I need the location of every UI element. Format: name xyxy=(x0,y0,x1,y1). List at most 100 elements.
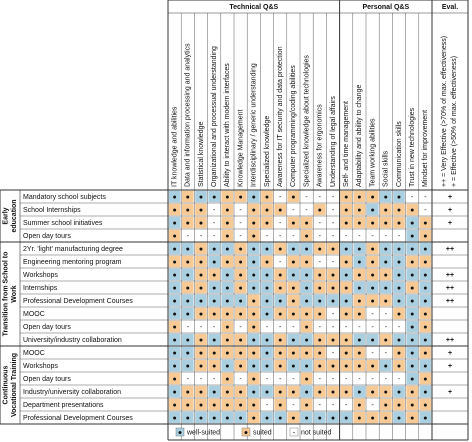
cell-symbol: ● xyxy=(252,272,256,279)
cell-symbol: ● xyxy=(410,207,414,214)
cell-symbol: ● xyxy=(238,246,242,253)
cell-symbol: ● xyxy=(304,220,308,227)
cell-symbol: ● xyxy=(225,298,229,305)
cell xyxy=(353,229,366,242)
cell-symbol: ● xyxy=(357,207,361,214)
cell-symbol: ● xyxy=(172,363,176,370)
cell xyxy=(274,411,286,424)
cell xyxy=(234,346,247,359)
cell xyxy=(314,411,326,424)
cell xyxy=(168,229,181,242)
cell xyxy=(419,203,432,216)
cell xyxy=(182,333,194,346)
cell xyxy=(221,294,234,307)
cell xyxy=(261,294,273,307)
cell-symbol: - xyxy=(358,376,361,383)
cell-symbol: ● xyxy=(384,337,388,344)
cell-symbol: - xyxy=(213,207,216,214)
cell xyxy=(248,372,260,385)
cell xyxy=(314,268,326,281)
cell xyxy=(419,216,432,229)
cell-symbol: - xyxy=(279,233,282,240)
cell-symbol: ● xyxy=(357,350,361,357)
cell-symbol: ● xyxy=(278,246,282,253)
cell-symbol: - xyxy=(292,324,295,331)
cell xyxy=(327,307,339,320)
cell-symbol: ● xyxy=(199,272,203,279)
cell xyxy=(234,281,247,294)
cell xyxy=(182,203,194,216)
cell xyxy=(406,398,418,411)
cell xyxy=(419,359,432,372)
column-header: Awareness for ergonomics xyxy=(317,104,324,187)
cell xyxy=(248,255,260,268)
cell-symbol: ● xyxy=(423,324,427,331)
cell xyxy=(353,372,366,385)
cell xyxy=(393,398,405,411)
cell-symbol: ● xyxy=(186,311,190,318)
cell-symbol: ● xyxy=(304,402,308,409)
cell-symbol: - xyxy=(266,402,269,409)
cell-symbol: ● xyxy=(357,415,361,422)
cell-symbol: ● xyxy=(318,207,322,214)
cell xyxy=(327,385,339,398)
cell-symbol: ● xyxy=(238,363,242,370)
cell-symbol: ● xyxy=(318,363,322,370)
cell xyxy=(208,294,220,307)
cell-symbol: ● xyxy=(344,350,348,357)
group-label: Continuous xyxy=(3,365,10,404)
cell xyxy=(380,307,392,320)
cell-symbol: - xyxy=(279,324,282,331)
cell xyxy=(419,320,432,333)
cell xyxy=(340,346,352,359)
cell xyxy=(168,346,181,359)
cell-symbol: ● xyxy=(172,324,176,331)
cell xyxy=(406,333,418,346)
cell xyxy=(419,385,432,398)
cell xyxy=(340,307,352,320)
cell xyxy=(168,411,181,424)
cell xyxy=(234,190,247,203)
cell xyxy=(221,359,234,372)
cell xyxy=(182,190,194,203)
cell xyxy=(287,411,300,424)
cell xyxy=(366,203,379,216)
cell-symbol: ● xyxy=(318,350,322,357)
cell-symbol: - xyxy=(292,233,295,240)
cell xyxy=(353,281,366,294)
cell xyxy=(366,385,379,398)
cell-symbol: ● xyxy=(423,402,427,409)
cell-symbol: ● xyxy=(238,298,242,305)
cell xyxy=(380,203,392,216)
cell xyxy=(380,242,392,255)
cell-symbol: - xyxy=(332,376,335,383)
cell-symbol: ● xyxy=(304,311,308,318)
cell-symbol: ● xyxy=(252,285,256,292)
column-header: Ability to interact with modern interfac… xyxy=(224,63,231,187)
cell xyxy=(353,190,366,203)
cell xyxy=(195,398,207,411)
cell-symbol: ● xyxy=(265,259,269,266)
column-header: Interdisciplinary / generic understandin… xyxy=(251,63,258,187)
cell xyxy=(380,281,392,294)
eval-value: ++ xyxy=(446,298,454,305)
cell xyxy=(168,320,181,333)
cell-symbol: ● xyxy=(199,246,203,253)
cell-symbol: - xyxy=(332,207,335,214)
cell-symbol: ● xyxy=(278,337,282,344)
cell xyxy=(327,372,339,385)
cell-symbol: ● xyxy=(370,298,374,305)
cell xyxy=(300,255,313,268)
cell-symbol: ● xyxy=(252,194,256,201)
cell-symbol: ● xyxy=(291,246,295,253)
cell xyxy=(353,294,366,307)
cell xyxy=(248,216,260,229)
cell xyxy=(327,203,339,216)
cell-symbol: - xyxy=(332,194,335,201)
cell xyxy=(182,307,194,320)
cell-symbol: ● xyxy=(225,376,229,383)
cell-symbol: ● xyxy=(384,246,388,253)
cell-symbol: - xyxy=(319,402,322,409)
cell-symbol: ● xyxy=(199,194,203,201)
cell xyxy=(327,281,339,294)
